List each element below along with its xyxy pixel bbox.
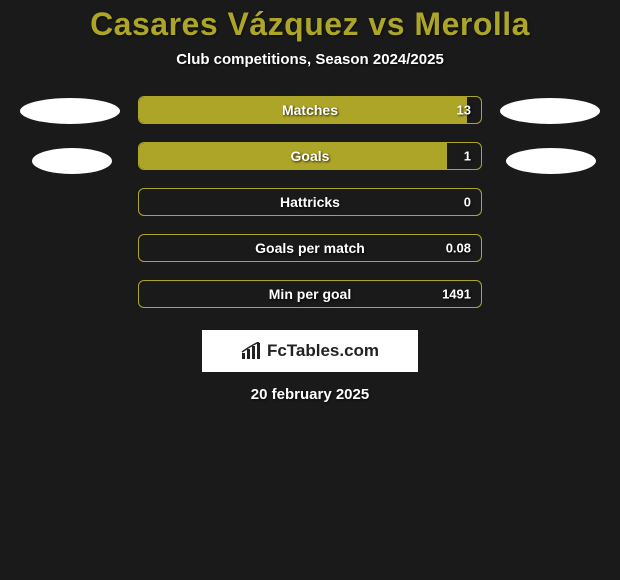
stat-label: Hattricks [280, 194, 340, 210]
date-label: 20 february 2025 [0, 386, 620, 403]
attribution-logo: FcTables.com [202, 330, 418, 372]
stat-value: 1491 [442, 287, 471, 302]
logo-text: FcTables.com [267, 341, 379, 361]
stat-value: 1 [464, 149, 471, 164]
stat-bar-hattricks: Hattricks 0 [138, 188, 482, 216]
season-subtitle: Club competitions, Season 2024/2025 [0, 51, 620, 68]
stat-value: 13 [457, 103, 471, 118]
stat-value: 0 [464, 195, 471, 210]
comparison-card: Casares Vázquez vs Merolla Club competit… [0, 0, 620, 403]
avatar-placeholder [32, 148, 112, 174]
avatar-placeholder [506, 148, 596, 174]
stat-bar-matches: Matches 13 [138, 96, 482, 124]
stat-value: 0.08 [446, 241, 471, 256]
stat-bar-goals-per-match: Goals per match 0.08 [138, 234, 482, 262]
chart-area: Matches 13 Goals 1 Hattricks 0 Goals per… [0, 96, 620, 308]
page-title: Casares Vázquez vs Merolla [0, 6, 620, 43]
stat-label: Matches [282, 102, 338, 118]
stat-bar-goals: Goals 1 [138, 142, 482, 170]
bar-chart-icon [241, 342, 263, 360]
right-avatars [500, 96, 600, 174]
stat-label: Goals [291, 148, 330, 164]
left-avatars [20, 96, 120, 174]
stat-label: Goals per match [255, 240, 365, 256]
stat-bar-min-per-goal: Min per goal 1491 [138, 280, 482, 308]
stat-bars: Matches 13 Goals 1 Hattricks 0 Goals per… [138, 96, 482, 308]
avatar-placeholder [500, 98, 600, 124]
avatar-placeholder [20, 98, 120, 124]
stat-label: Min per goal [269, 286, 351, 302]
